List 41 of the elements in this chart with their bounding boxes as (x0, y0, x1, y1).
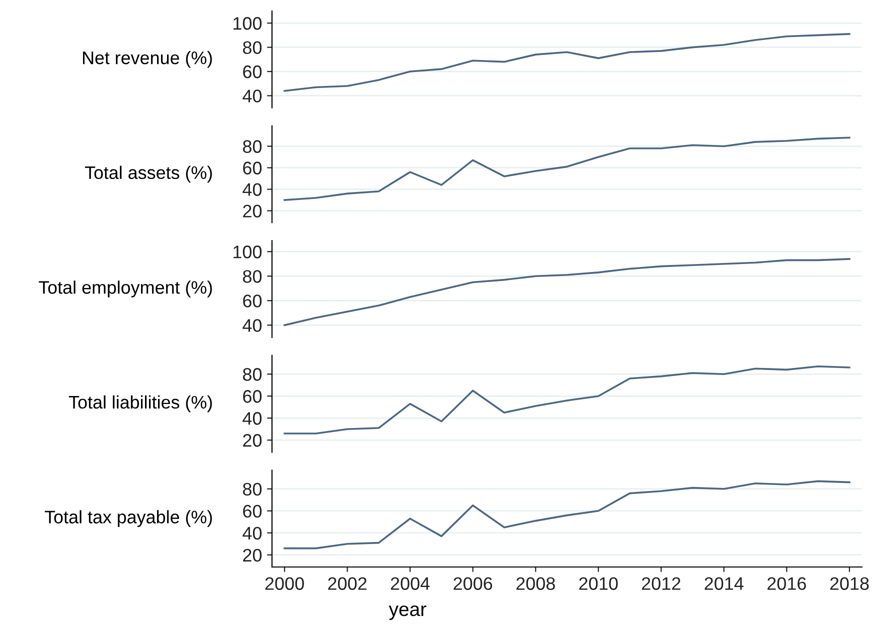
y-axis-title: Total assets (%) (84, 166, 212, 183)
y-tick-label: 80 (242, 270, 262, 283)
y-tick-label: 20 (243, 548, 262, 562)
line-series (284, 136, 850, 201)
y-tick-label: 60 (243, 504, 262, 518)
line-series (284, 258, 850, 326)
y-tick-label: 20 (243, 434, 262, 447)
y-tick-label: 40 (242, 90, 262, 102)
x-tick-label: 2002 (328, 577, 366, 590)
y-tick-label: 80 (242, 368, 262, 381)
y-tick-label: 60 (243, 294, 262, 308)
x-axis-title: year (388, 605, 426, 620)
y-axis-title: Total tax payable (%) (44, 510, 212, 528)
y-axis-title: Total employment (%) (38, 280, 212, 298)
y-tick-label: 20 (243, 204, 262, 218)
y-tick-label: 40 (242, 526, 262, 540)
y-tick-label: 100 (234, 246, 262, 258)
y-tick-label: 80 (242, 41, 262, 54)
x-tick-label: 2000 (265, 577, 304, 590)
y-tick-label: 80 (242, 140, 262, 153)
x-tick-label: 2010 (579, 577, 618, 590)
y-axis-title: Total liabilities (%) (68, 395, 212, 412)
y-tick-label: 60 (243, 162, 262, 174)
x-tick-label: 2008 (516, 577, 555, 590)
y-tick-label: 40 (242, 183, 262, 196)
x-tick-label: 2014 (704, 577, 744, 590)
y-tick-label: 80 (242, 482, 262, 496)
x-tick-label: 2012 (642, 577, 680, 590)
y-tick-label: 40 (242, 319, 262, 332)
x-tick-label: 2016 (768, 577, 806, 590)
y-tick-label: 40 (242, 412, 262, 425)
line-series (284, 480, 850, 550)
y-axis-title: Net revenue (%) (83, 50, 212, 68)
x-tick-label: 2006 (454, 577, 492, 590)
x-tick-label: 2018 (830, 577, 869, 590)
y-tick-label: 60 (243, 390, 262, 403)
y-tick-label: 100 (234, 17, 262, 30)
line-series (284, 365, 850, 434)
line-series (284, 33, 850, 92)
y-tick-label: 60 (243, 65, 262, 78)
x-tick-label: 2004 (390, 577, 430, 590)
